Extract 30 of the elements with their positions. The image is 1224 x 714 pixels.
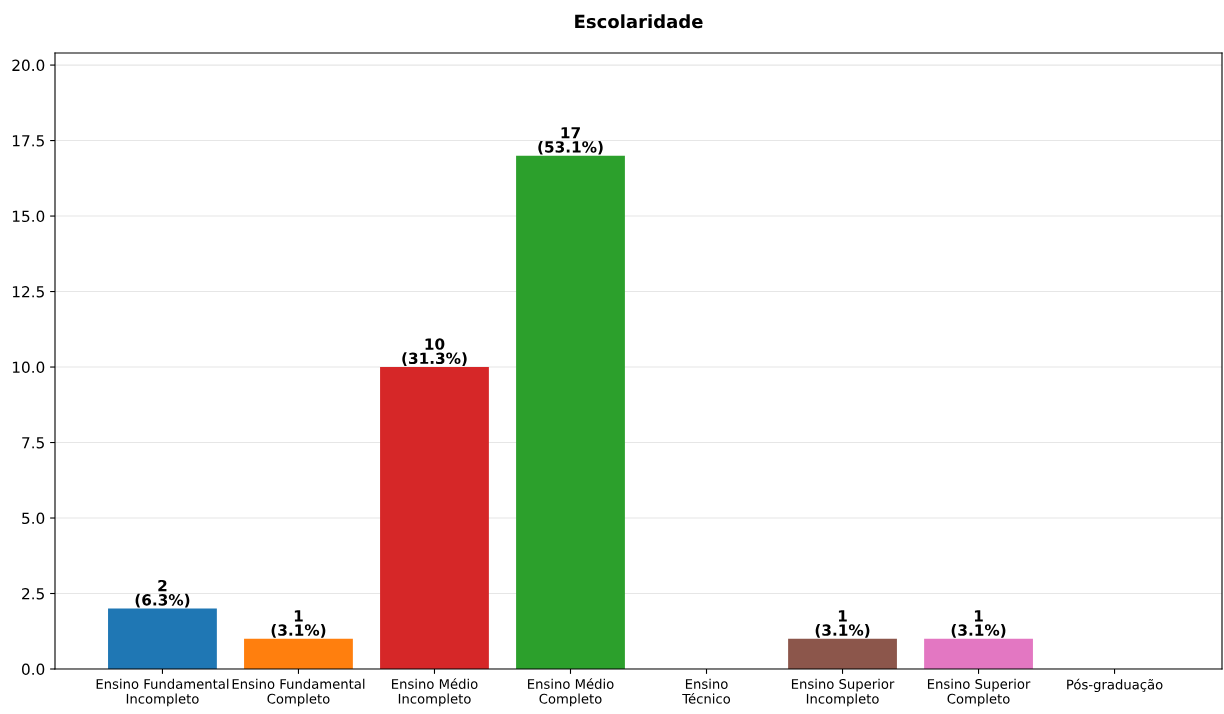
bar: [516, 155, 625, 669]
x-tick-label: Ensino Médio Incompleto: [392, 678, 478, 707]
y-tick-label: 10.0: [12, 361, 45, 374]
bar: [924, 638, 1033, 669]
data-label: 1 (3.1%): [951, 610, 1006, 638]
data-label: 1 (3.1%): [815, 610, 870, 638]
y-tick-label: 5.0: [22, 512, 45, 525]
bar: [244, 638, 353, 669]
y-tick-label: 7.5: [22, 437, 44, 449]
x-tick-label: Ensino Fundamental Completo: [232, 678, 365, 707]
bar: [380, 367, 489, 669]
data-label: 2 (6.3%): [135, 579, 190, 608]
x-tick-label: Ensino Técnico: [682, 678, 731, 704]
y-tick-label: 2.5: [22, 587, 44, 600]
data-label: 17 (53.1%): [538, 127, 603, 155]
chart-title: Escolaridade: [575, 14, 703, 29]
x-tick-label: Ensino Fundamental Incompleto: [96, 678, 229, 707]
data-label: 10 (31.3%): [402, 338, 467, 366]
bar: [108, 608, 217, 669]
x-tick-label: Pós-graduação: [1067, 678, 1163, 693]
x-tick-label: Ensino Médio Completo: [528, 678, 614, 707]
y-tick-label: 0.0: [21, 663, 45, 676]
y-tick-label: 12.5: [12, 286, 44, 298]
y-tick-label: 20.0: [12, 59, 45, 72]
y-tick-label: 15.0: [12, 210, 45, 223]
y-tick-label: 17.5: [12, 135, 44, 147]
x-tick-label: Ensino Superior Completo: [927, 678, 1031, 707]
bar: [788, 638, 897, 669]
data-label: 1 (3.1%): [271, 610, 326, 638]
x-tick-label: Ensino Superior Incompleto: [791, 678, 895, 707]
